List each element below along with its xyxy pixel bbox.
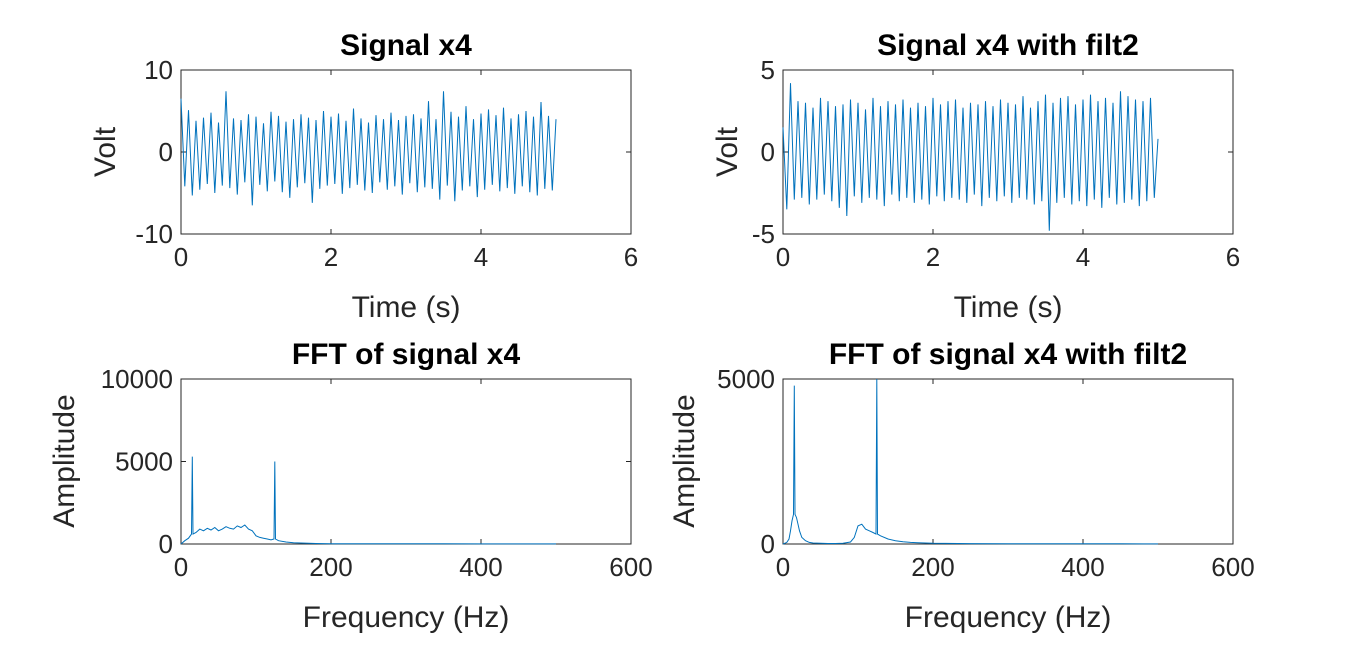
x-axis-label: Frequency (Hz) xyxy=(905,601,1112,634)
y-tick-label: 10 xyxy=(144,55,173,85)
y-tick-label: 0 xyxy=(761,137,775,167)
y-tick-label: 5000 xyxy=(717,364,775,394)
y-axis-label: Volt xyxy=(89,126,122,177)
y-tick-label: 5000 xyxy=(115,447,173,477)
x-tick-label: 0 xyxy=(174,552,188,582)
chart-title: Signal x4 xyxy=(340,29,472,62)
x-tick-label: 400 xyxy=(459,552,502,582)
x-axis-label: Time (s) xyxy=(352,291,461,324)
chart-signal-x4-with-filt2: Signal x4 with filt2 0 2 4 6-505 Time (s) V… xyxy=(711,29,1240,324)
y-axis-label: Amplitude xyxy=(668,394,701,527)
plot-area xyxy=(180,378,632,545)
x-tick-label: 6 xyxy=(624,242,638,272)
x-tick-label: 200 xyxy=(911,552,954,582)
y-tick-label: 0 xyxy=(159,137,173,167)
x-tick-label: 4 xyxy=(474,242,488,272)
chart-fft-signal-x4: FFT of signal x4 0 200 400 600 0 5000 10000 Fr… xyxy=(48,338,653,634)
x-axis-label: Time (s) xyxy=(954,291,1063,324)
x-tick-label: 6 xyxy=(1226,242,1240,272)
plot-area xyxy=(782,378,1234,545)
x-tick-label: 0 xyxy=(776,552,790,582)
x-axis-label: Frequency (Hz) xyxy=(303,601,510,634)
series-line xyxy=(180,91,557,206)
y-tick-label: 10000 xyxy=(101,364,173,394)
chart-title: FFT of signal x4 xyxy=(292,338,521,371)
axis-ticks: 0 200 400 600 0 5000 xyxy=(717,364,1255,582)
y-tick-label: -5 xyxy=(752,219,775,249)
x-tick-label: 400 xyxy=(1061,552,1104,582)
y-axis-label: Volt xyxy=(711,126,744,177)
x-tick-label: 600 xyxy=(609,552,652,582)
chart-title: FFT of signal x4 with filt2 xyxy=(829,338,1187,371)
y-tick-label: -10 xyxy=(135,219,173,249)
x-tick-label: 0 xyxy=(776,242,790,272)
x-tick-label: 0 xyxy=(174,242,188,272)
y-tick-label: 0 xyxy=(159,529,173,559)
chart-title: Signal x4 with filt2 xyxy=(877,29,1139,62)
x-tick-label: 200 xyxy=(309,552,352,582)
x-tick-label: 4 xyxy=(1076,242,1090,272)
series-line xyxy=(782,83,1159,231)
y-axis-label: Amplitude xyxy=(48,394,81,527)
x-tick-label: 2 xyxy=(926,242,940,272)
chart-fft-signal-x4-with-filt2: FFT of signal x4 with filt2 0 200 400 600 0 5… xyxy=(668,338,1255,634)
plot-area xyxy=(180,69,632,235)
axis-ticks: 0 200 400 600 0 5000 10000 xyxy=(101,364,653,582)
series-line xyxy=(180,456,556,545)
x-tick-label: 600 xyxy=(1211,552,1254,582)
plot-area xyxy=(782,69,1234,235)
series-line xyxy=(782,378,1159,545)
y-tick-label: 5 xyxy=(761,55,775,85)
axis-ticks: 0 2 4 6-505 xyxy=(752,55,1240,272)
x-tick-label: 2 xyxy=(324,242,338,272)
y-tick-label: 0 xyxy=(761,529,775,559)
